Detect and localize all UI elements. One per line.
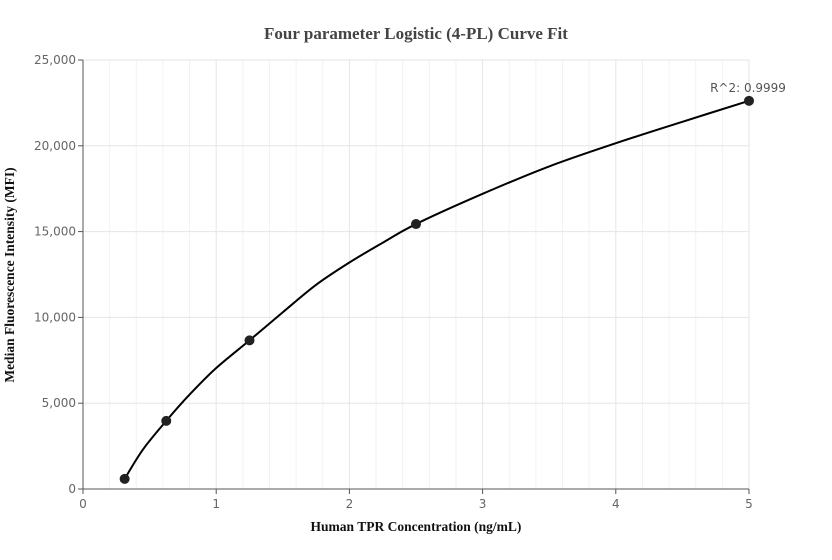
data-point [244, 335, 255, 346]
x-tick-label: 1 [212, 497, 220, 511]
major-gridlines [83, 59, 750, 489]
y-tick-label: 25,000 [34, 53, 76, 67]
y-tick-label: 10,000 [34, 310, 76, 324]
data-point [744, 95, 754, 106]
x-axis: 0 1 2 3 4 5 [79, 488, 753, 511]
y-axis-title: Median Fluorescence Intensity (MFI) [2, 167, 17, 382]
chart-title: Four parameter Logistic (4-PL) Curve Fit [264, 24, 568, 43]
r-squared-annotation: R^2: 0.9999 [710, 81, 786, 95]
y-tick-label: 0 [68, 482, 76, 496]
data-point [161, 415, 172, 426]
data-point [119, 473, 130, 484]
x-tick-label: 3 [479, 497, 487, 511]
plot-background [83, 60, 749, 489]
data-points [119, 95, 754, 484]
x-axis-title: Human TPR Concentration (ng/mL) [311, 519, 522, 534]
minor-gridlines [109, 60, 723, 489]
x-tick-label: 5 [745, 497, 753, 511]
x-tick-label: 2 [346, 497, 354, 511]
y-tick-label: 20,000 [34, 139, 76, 153]
y-tick-label: 15,000 [34, 225, 76, 239]
fit-curve-line [123, 99, 750, 480]
y-axis: 0 5,000 10,000 15,000 20,000 25,000 [34, 53, 84, 496]
x-tick-label: 0 [79, 497, 87, 511]
x-tick-label: 4 [612, 497, 620, 511]
data-point [411, 219, 421, 230]
y-tick-label: 5,000 [42, 396, 76, 410]
